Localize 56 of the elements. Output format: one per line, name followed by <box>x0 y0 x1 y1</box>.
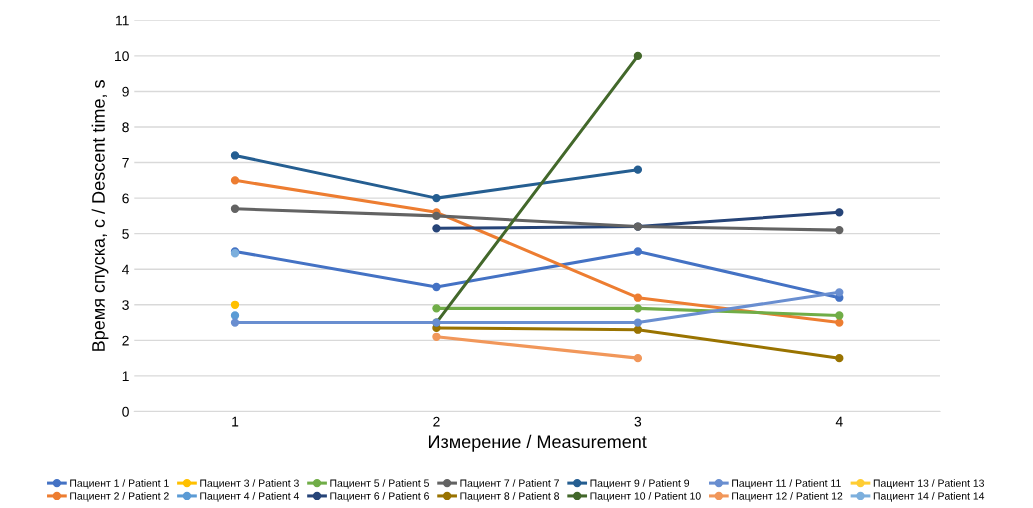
legend-label: Пациент 3 / Patient 3 <box>200 479 299 489</box>
y-tick-label: 4 <box>122 264 130 275</box>
point <box>633 325 643 334</box>
y-tick-label: 1 <box>122 371 129 381</box>
legend-label: Пациент 10 / Patient 10 <box>590 492 701 502</box>
point <box>835 288 844 297</box>
point <box>432 332 441 341</box>
y-tick-label: 3 <box>122 300 129 310</box>
point <box>835 225 844 235</box>
point <box>230 318 240 327</box>
y-tick-label: 6 <box>122 193 129 204</box>
x-tick-label: 4 <box>835 416 843 427</box>
point <box>432 224 441 233</box>
point <box>230 176 240 185</box>
legend-label: Пациент 12 / Patient 12 <box>732 492 843 502</box>
y-tick-label: 10 <box>115 51 129 62</box>
y-tick-label: 9 <box>122 86 129 97</box>
legend-label: Пациент 13 / Patient 13 <box>873 479 984 489</box>
x-tick-label: 2 <box>433 416 440 427</box>
x-tick-label: 3 <box>634 416 642 427</box>
legend-label: Пациент 6 / Patient 6 <box>330 492 429 502</box>
y-tick-label: 7 <box>122 158 129 168</box>
point <box>835 353 844 363</box>
point <box>230 204 240 213</box>
legend-label: Пациент 8 / Patient 8 <box>460 492 560 502</box>
point <box>835 318 844 327</box>
point <box>835 311 844 320</box>
point <box>633 304 643 313</box>
point <box>835 208 844 217</box>
point <box>432 304 441 313</box>
legend-label: Пациент 5 / Patient 5 <box>330 479 429 489</box>
legend-label: Пациент 7 / Patient 7 <box>460 479 559 489</box>
y-tick-label: 11 <box>116 15 129 26</box>
point <box>633 353 643 363</box>
x-axis-title: Измерение / Measurement <box>428 434 647 452</box>
legend-label: Пациент 14 / Patient 14 <box>873 492 985 502</box>
point <box>633 165 643 174</box>
y-axis-title: Время спуска, с / Descent time, s <box>91 80 109 351</box>
point <box>633 293 643 302</box>
legend-label: Пациент 4 / Patient 4 <box>200 492 300 502</box>
point <box>432 193 441 203</box>
point <box>432 282 441 292</box>
y-tick-label: 5 <box>122 229 129 239</box>
point <box>633 318 643 327</box>
legend-label: Пациент 1 / Patient 1 <box>70 479 169 489</box>
point <box>432 211 441 221</box>
legend-label: Пациент 11 / Patient 11 <box>732 479 841 489</box>
legend-label: Пациент 2 / Patient 2 <box>70 492 169 502</box>
y-tick-label: 8 <box>122 122 129 133</box>
x-tick-label: 1 <box>232 416 239 427</box>
point <box>633 51 643 61</box>
point <box>633 247 643 256</box>
point <box>230 151 240 160</box>
y-tick-label: 2 <box>122 335 129 346</box>
y-tick-label: 0 <box>122 406 129 417</box>
legend-label: Пациент 9 / Patient 9 <box>590 479 690 489</box>
